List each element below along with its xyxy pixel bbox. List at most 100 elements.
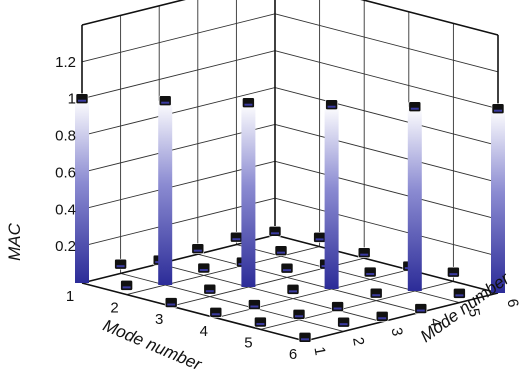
bar-top-highlight [301, 338, 309, 341]
bar-top-marker [298, 332, 312, 343]
mac-bar [447, 266, 460, 278]
mac-bar [248, 299, 261, 310]
bar-top-highlight [244, 103, 253, 106]
frame-edge [304, 292, 499, 342]
bar-top-marker [414, 303, 428, 314]
floor-gridline [197, 253, 421, 313]
wall-left-gridline [81, 50, 276, 100]
mac-bar [164, 297, 178, 308]
z-tick-label: 1 [68, 91, 76, 108]
bar-top-highlight [205, 290, 214, 293]
y-tick-label: 1 [310, 346, 328, 357]
diagonal-bar-body [407, 106, 422, 291]
y-tick-label: 3 [388, 326, 406, 337]
z-tick-label: 0.4 [55, 201, 76, 218]
mac-bar [114, 258, 127, 270]
wall-left-gridline [81, 13, 276, 63]
mac-bar [298, 332, 312, 343]
diagonal-bar-body [324, 104, 339, 289]
bar-top-highlight [372, 294, 381, 297]
floor-gridline [215, 269, 409, 319]
y-tick-label: 4 [426, 317, 444, 328]
wall-back-gridline [274, 50, 499, 110]
bar-top-highlight [161, 101, 170, 104]
wall-back-gridline [274, 87, 499, 147]
bar-top-marker [254, 316, 267, 328]
x-axis-title: Mode number [100, 316, 205, 375]
bar-top-marker [357, 247, 371, 258]
bar-top-marker [313, 232, 326, 243]
bar-top-marker [164, 297, 178, 308]
floor-gridline [159, 263, 383, 323]
bar-top-highlight [78, 99, 86, 102]
bar-top-marker [209, 306, 223, 318]
bar-top-marker [447, 266, 460, 278]
mac-bar [324, 99, 339, 289]
z-tick-label: 0.6 [55, 164, 76, 181]
mac-bar [197, 262, 211, 274]
bar-top-marker [408, 101, 422, 113]
floor-gridline [120, 272, 344, 332]
mac-bar [491, 103, 505, 293]
mac-bar [337, 316, 350, 328]
mac-bar [280, 262, 294, 274]
z-axis-title: MAC [5, 222, 24, 261]
frame-edge [360, 0, 499, 36]
floor-gridline [126, 246, 320, 296]
bar-top-highlight [232, 238, 241, 241]
bar-top-highlight [256, 323, 265, 326]
x-tick-label: 1 [66, 288, 74, 305]
mac-bar [241, 97, 256, 287]
x-tick-label: 5 [244, 334, 252, 351]
x-tick-label: 3 [155, 311, 163, 328]
bar-top-marker [331, 301, 344, 312]
bar-top-marker [274, 245, 288, 256]
bar-top-highlight [193, 249, 202, 252]
mac-bar [313, 232, 326, 243]
bar-top-highlight [339, 323, 348, 326]
bar-top-marker [369, 287, 383, 299]
wall-left-gridline [81, 87, 276, 137]
mac-bar [292, 308, 306, 320]
bar-top-highlight [289, 290, 297, 293]
mac-bar [120, 280, 133, 291]
diagonal-bar-body [491, 108, 505, 293]
bar-top-highlight [211, 313, 220, 316]
wall-back-gridline [274, 197, 499, 257]
wall-back-gridline [274, 160, 499, 220]
bar-top-highlight [333, 307, 342, 310]
mac-bar [274, 245, 288, 256]
bar-top-highlight [116, 265, 125, 268]
mac-bar [363, 266, 377, 278]
x-tick-label: 4 [200, 323, 208, 340]
wall-back-gridline [274, 123, 499, 183]
bar-top-marker [325, 99, 338, 111]
z-tick-label: 1.2 [55, 54, 76, 71]
bar-top-highlight [366, 273, 375, 276]
y-tick-label: 5 [465, 307, 483, 318]
y-tick-label: 6 [503, 298, 521, 309]
bar-top-marker [242, 97, 255, 109]
x-tick-label: 2 [110, 300, 118, 317]
bar-top-marker [292, 308, 306, 320]
x-tick-label: 6 [289, 346, 297, 363]
y-tick-label: 2 [349, 336, 367, 347]
mac-bar [414, 303, 428, 314]
mac-bar [369, 287, 383, 299]
bar-top-highlight [315, 238, 324, 241]
bar-top-highlight [277, 251, 285, 254]
diagonal-bar-body [75, 98, 89, 283]
bar-top-marker [491, 103, 505, 115]
bar-top-highlight [199, 269, 208, 272]
mac-bar [453, 288, 466, 299]
frame-edge [81, 0, 186, 26]
mac-bar [203, 283, 217, 295]
bar-top-marker [363, 266, 377, 278]
bar-top-marker [375, 310, 389, 322]
bar-top-marker [114, 258, 127, 270]
bar-top-marker [248, 299, 261, 310]
bar-top-marker [75, 93, 89, 105]
bar-top-marker [286, 284, 300, 295]
mac-bar [268, 226, 282, 237]
